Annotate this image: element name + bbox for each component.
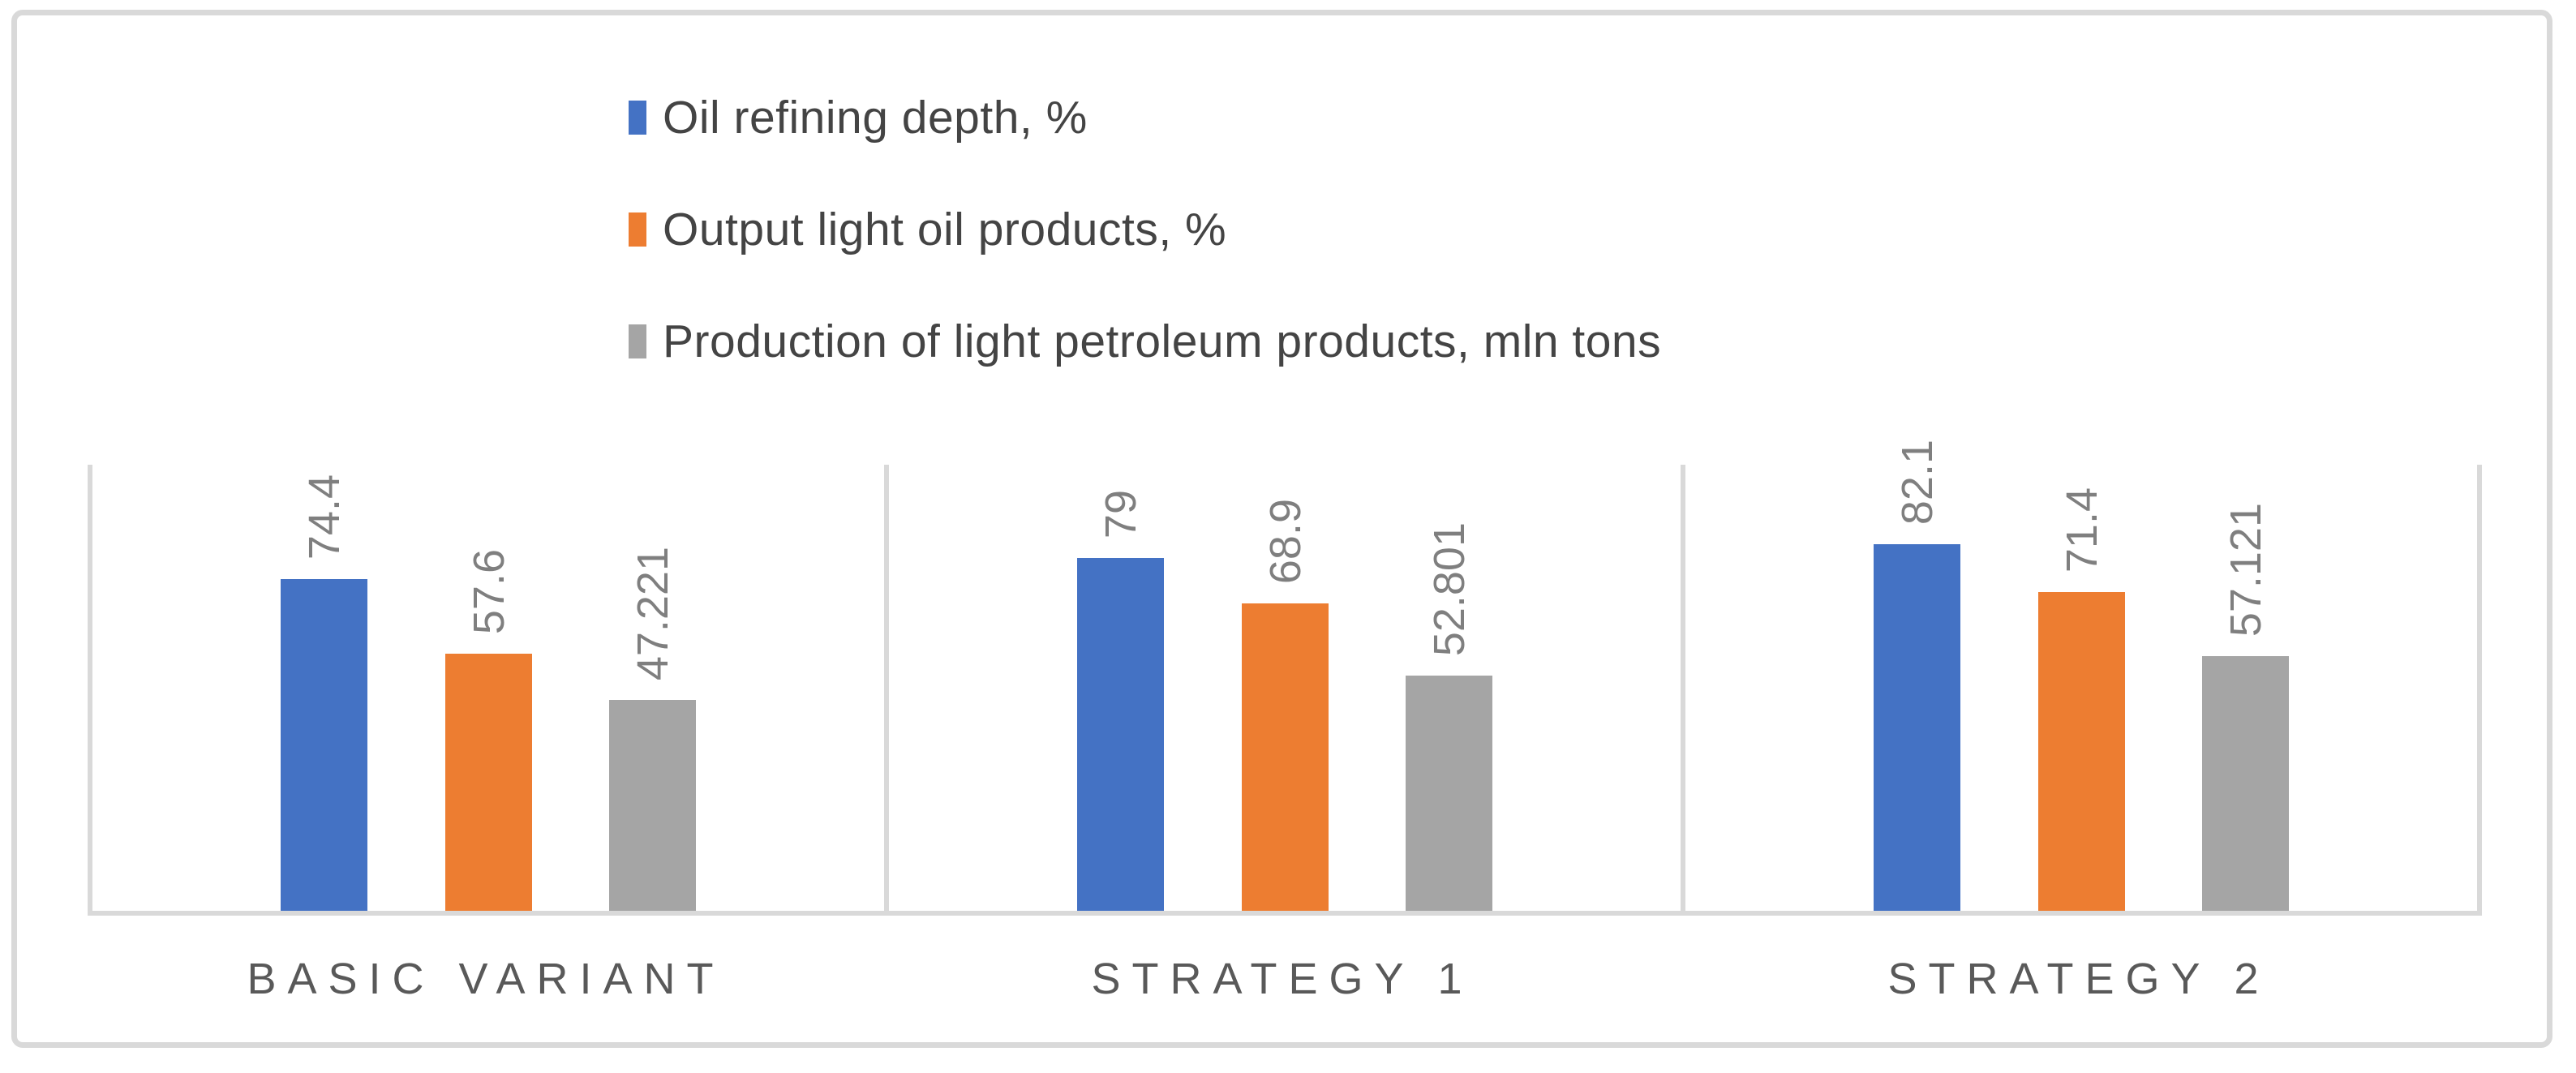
data-label: 71.4 xyxy=(2058,487,2106,573)
data-label: 57.121 xyxy=(2222,502,2270,637)
data-label: 57.6 xyxy=(465,548,513,634)
legend-swatch xyxy=(629,101,646,135)
data-label: 68.9 xyxy=(1261,498,1310,584)
x-axis-line xyxy=(88,911,2482,916)
legend-label: Output light oil products, % xyxy=(663,204,1227,255)
gridline xyxy=(884,465,889,911)
x-axis-label: BASIC VARIANT xyxy=(247,955,725,1003)
bar-series3-cat3 xyxy=(2202,656,2289,911)
bar-series2-cat1 xyxy=(445,654,532,911)
legend-swatch xyxy=(629,212,646,247)
gridline xyxy=(1681,465,1685,911)
bar-series3-cat2 xyxy=(1406,676,1492,911)
bar-series2-cat2 xyxy=(1242,603,1329,911)
data-label: 47.221 xyxy=(629,546,677,680)
legend-item: Production of light petroleum products, … xyxy=(629,315,1661,368)
chart-frame xyxy=(11,10,2552,1048)
legend-item: Oil refining depth, % xyxy=(629,91,1088,144)
gridline xyxy=(2477,465,2482,911)
legend-swatch xyxy=(629,324,646,358)
legend-label: Production of light petroleum products, … xyxy=(663,315,1662,367)
legend-label: Oil refining depth, % xyxy=(663,92,1088,144)
x-axis-label: STRATEGY 2 xyxy=(1887,955,2270,1003)
bar-series3-cat1 xyxy=(609,700,696,911)
data-label: 52.801 xyxy=(1425,521,1474,656)
gridline xyxy=(88,465,92,911)
legend-item: Output light oil products, % xyxy=(629,203,1226,256)
data-label: 82.1 xyxy=(1893,439,1942,525)
bar-series1-cat2 xyxy=(1077,558,1164,911)
bar-series2-cat3 xyxy=(2038,592,2125,911)
data-label: 74.4 xyxy=(300,474,349,560)
data-label: 79 xyxy=(1097,489,1145,539)
bar-series1-cat1 xyxy=(281,579,367,911)
bar-series1-cat3 xyxy=(1874,544,1960,911)
x-axis-label: STRATEGY 1 xyxy=(1091,955,1474,1003)
